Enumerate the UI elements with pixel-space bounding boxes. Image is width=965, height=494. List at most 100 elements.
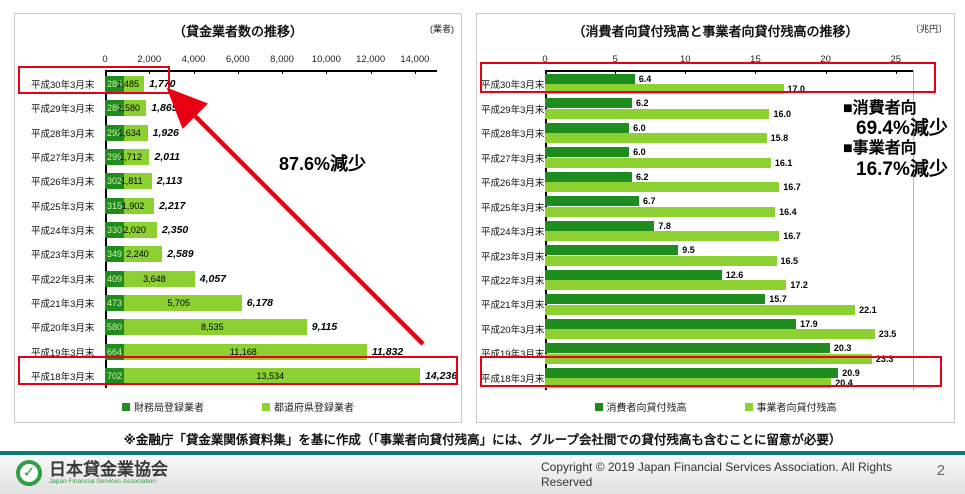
tick-mark (755, 70, 757, 74)
total-label: 9,115 (311, 321, 338, 334)
total-label: 6,178 (246, 296, 274, 309)
segment-value-label: 13,534 (256, 370, 285, 381)
bar-zone: 580 8,535 9,115 (105, 315, 437, 339)
loan-balance-chart-panel: （消費者向貸付残高と事業者向貸付残高の推移） 〔兆円〕 0 5 10 15 20 25 平… (476, 13, 955, 423)
year-label: 平成22年3月末 (481, 275, 545, 287)
year-label: 平成19年3月末 (31, 347, 95, 359)
bar-value-label: 20.9 (842, 367, 860, 378)
segment-value-label: 1,485 (116, 79, 139, 90)
consumer-label: ■消費者向 (843, 100, 917, 117)
bar-consumer (545, 98, 632, 109)
bar-business (545, 280, 787, 291)
tick-label: 0 (102, 54, 108, 65)
consumer-decrease-pct: 69.4%減少 (856, 118, 948, 140)
bar-business (545, 206, 776, 217)
tick-label: 10,000 (311, 54, 341, 65)
segment-value-label: 1,902 (121, 200, 145, 211)
chart-row: 平成28年3月末 292 1,634 1,926 (31, 121, 437, 145)
bar-business (545, 378, 832, 389)
chart-row: 平成18年3月末 20.9 20.4 (481, 366, 914, 390)
year-label: 平成20年3月末 (481, 324, 545, 336)
bar-value-label: 6.0 (633, 147, 646, 158)
segment-value-label: 285 (105, 76, 125, 93)
legend-item: 財務局登録業者 (122, 399, 204, 414)
total-label: 4,057 (199, 272, 227, 285)
bar-segment-light (120, 367, 421, 384)
segment-value-label: 473 (105, 294, 125, 311)
total-label: 2,113 (156, 175, 183, 188)
bar-zone: 6.2 16.0 (545, 96, 914, 120)
chart-row: 平成18年3月末 702 13,534 14,236 (31, 364, 457, 388)
bar-segment-light (119, 343, 367, 360)
tick-mark (895, 70, 897, 74)
bar-value-label: 20.3 (833, 343, 852, 354)
bar-value-label: 6.4 (638, 74, 652, 84)
bar-zone: 6.2 16.7 (545, 170, 914, 194)
bar-value-label: 15.7 (769, 294, 787, 305)
chart-row: 平成29年3月末 285 1,580 1,865 (31, 96, 437, 120)
tick-mark (414, 70, 416, 74)
tick-label: 12,000 (356, 54, 386, 65)
bar-value-label: 16.5 (780, 255, 799, 266)
year-label: 平成25年3月末 (31, 201, 95, 213)
tick-mark (825, 70, 827, 74)
year-label: 平成24年3月末 (31, 226, 95, 238)
chart-row: 平成25年3月末 315 1,902 2,217 (31, 194, 437, 218)
bar-consumer (545, 318, 797, 329)
total-label: 2,217 (159, 199, 186, 212)
chart-row: 平成27年3月末 299 1,712 2,011 (31, 145, 437, 169)
chart-row: 平成20年3月末 580 8,535 9,115 (31, 315, 437, 339)
bar-value-label: 23.3 (875, 353, 894, 364)
segment-value-label: 580 (105, 319, 125, 336)
tick-mark (370, 70, 372, 74)
segment-value-label: 299 (105, 149, 125, 166)
year-label: 平成21年3月末 (31, 298, 95, 310)
bar-zone: 409 3,648 4,057 (105, 267, 437, 291)
x-axis-line (545, 70, 914, 72)
tick-label: 25 (890, 54, 902, 65)
bar-consumer (545, 220, 655, 231)
logo-circle-icon: ✓ (16, 460, 42, 486)
bar-zone: 302 1,811 2,113 (105, 169, 437, 193)
bar-value-label: 22.1 (859, 304, 877, 315)
total-label: 14,236 (425, 369, 458, 382)
segment-value-label: 5,705 (167, 297, 190, 308)
chart-row: 平成28年3月末 6.0 15.8 (481, 121, 914, 145)
segment-value-label: 1,634 (118, 127, 141, 138)
chart-title: （消費者向貸付残高と事業者向貸付残高の推移） (572, 24, 859, 39)
year-label: 平成29年3月末 (481, 104, 545, 116)
year-label: 平成30年3月末 (481, 80, 545, 92)
segment-value-label: 11,168 (229, 346, 257, 357)
bar-value-label: 17.9 (800, 318, 818, 329)
lenders-chart-plot: 0 2,000 4,000 6,000 8,000 10,000 12,000 14,000 … (31, 54, 457, 388)
business-decrease-pct: 16.7%減少 (856, 158, 948, 180)
bar-consumer (545, 245, 679, 256)
year-label: 平成23年3月末 (481, 251, 545, 263)
year-label: 平成24年3月末 (481, 227, 545, 239)
bar-zone: 285 1,485 1,770 (105, 72, 437, 96)
legend-label: 財務局登録業者 (134, 403, 204, 414)
bar-value-label: 17.2 (790, 280, 808, 291)
bar-consumer (545, 343, 830, 354)
segment-value-label: 1,811 (120, 176, 143, 187)
segment-value-label: 1,712 (119, 152, 142, 163)
bar-consumer (545, 367, 839, 378)
logo-title: 日本貸金業協会 (49, 459, 168, 479)
tick-label: 20 (820, 54, 831, 65)
segment-value-label: 2,240 (126, 249, 149, 260)
bar-zone: 12.6 17.2 (545, 268, 914, 292)
legend-label: 都道府県登録業者 (274, 403, 354, 414)
segment-value-label: 330 (105, 222, 125, 239)
chart-unit-label: (業者) (430, 24, 454, 34)
x-axis-ticks: 0 2,000 4,000 6,000 8,000 10,000 12,000 14,000 (102, 54, 437, 74)
bar-consumer (545, 122, 630, 133)
segment-value-label: 285 (105, 100, 125, 117)
chart-row: 平成27年3月末 6.0 16.1 (481, 145, 914, 169)
tick-label: 2,000 (137, 54, 162, 65)
year-label: 平成20年3月末 (31, 323, 95, 335)
bar-business (545, 353, 872, 364)
logo-text: 日本貸金業協会 Japan Financial Services Associa… (49, 459, 168, 485)
footer-divider-line (0, 451, 965, 455)
tick-label: 6,000 (225, 54, 250, 65)
bar-business (545, 84, 784, 95)
